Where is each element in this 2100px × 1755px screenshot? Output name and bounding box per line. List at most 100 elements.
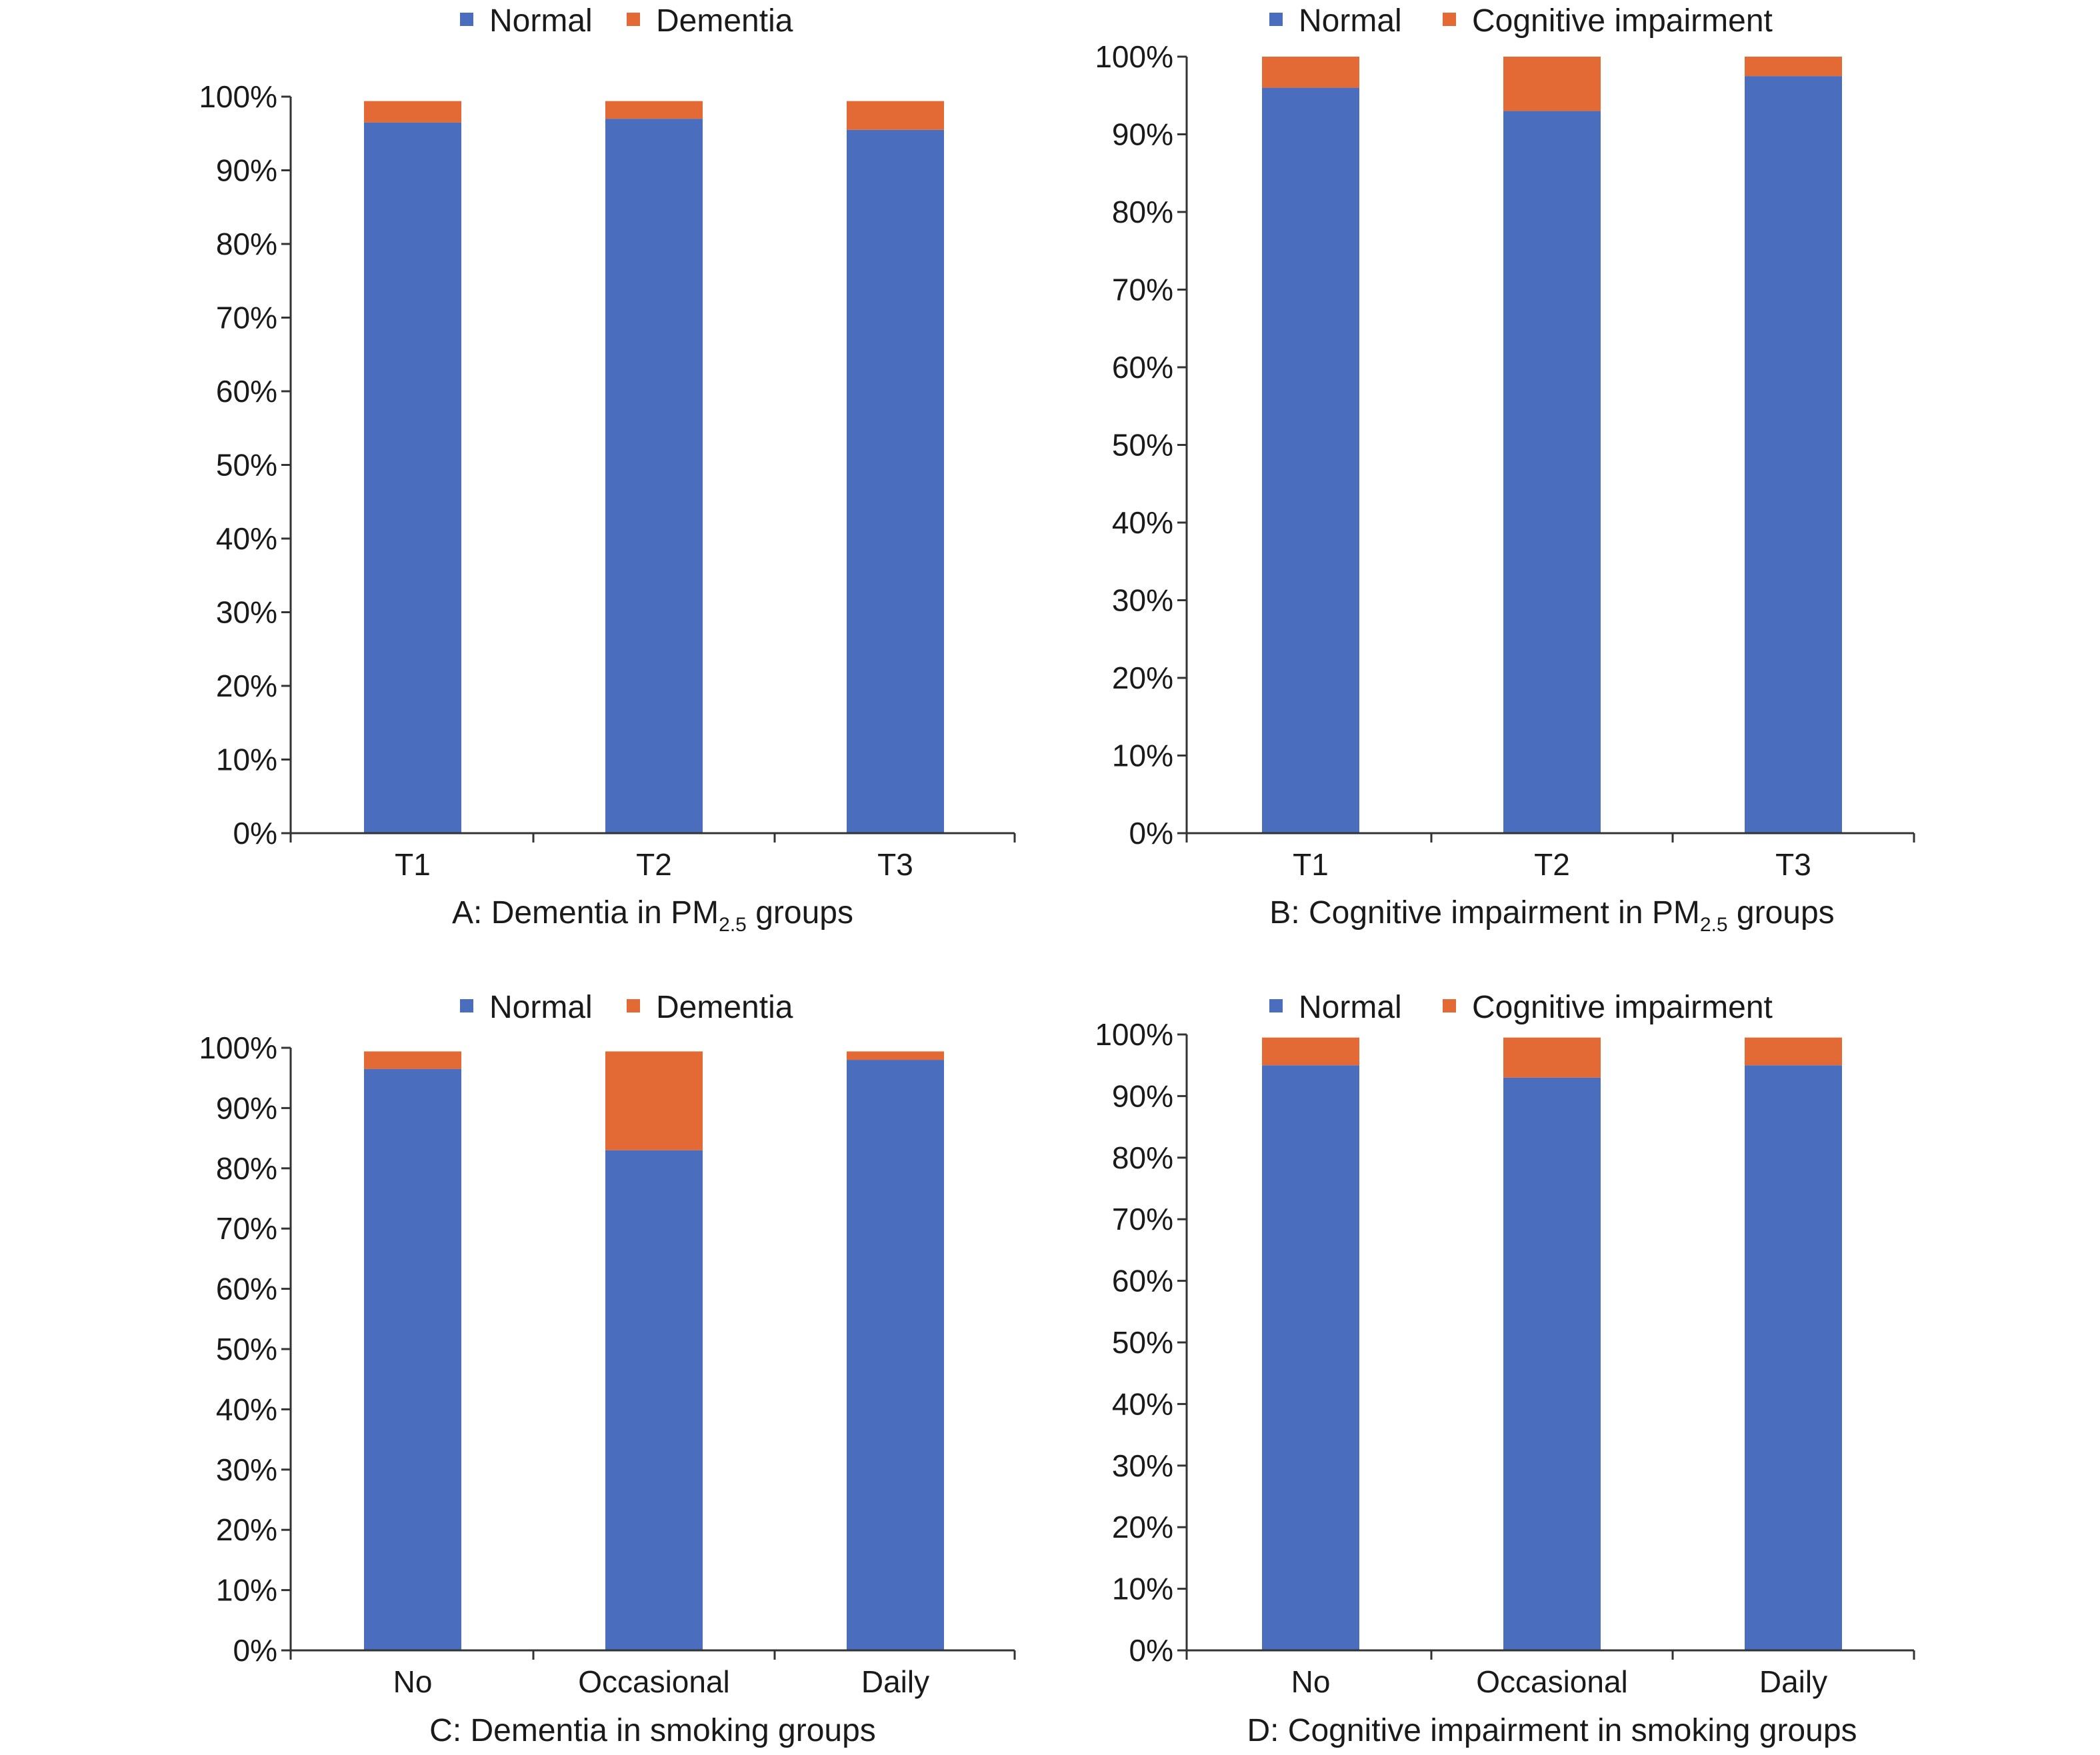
y-tick-label: 60% [1112,350,1173,385]
y-tick-label: 80% [216,227,277,261]
bar-normal-2 [847,1060,944,1650]
y-tick-label: 10% [216,1573,277,1608]
y-tick-label: 20% [216,669,277,703]
x-tick-label: Occasional [1476,1664,1628,1699]
legend-swatch-impaired [1443,999,1456,1012]
bar-impaired-1 [605,1051,703,1150]
legend-swatch-normal [1269,13,1283,26]
x-tick-label: T3 [1775,847,1811,882]
y-tick-label: 0% [1129,816,1173,851]
y-tick-label: 20% [1112,661,1173,695]
bar-impaired-2 [847,1051,944,1060]
x-tick-label: T3 [877,847,913,882]
y-tick-label: 50% [216,1332,277,1366]
bar-impaired-0 [1262,57,1359,88]
bar-impaired-1 [1503,57,1601,111]
legend-label-normal: Normal [1299,990,1402,1025]
x-tick-label: No [1291,1664,1331,1699]
y-tick-label: 70% [216,301,277,335]
x-tick-label: T1 [395,847,431,882]
y-tick-label: 70% [1112,1202,1173,1236]
x-tick-label: T2 [1534,847,1570,882]
y-tick-label: 90% [216,153,277,188]
x-tick-label: Occasional [578,1664,730,1699]
bar-normal-0 [1262,1065,1359,1650]
y-tick-label: 10% [1112,739,1173,773]
y-tick-label: 100% [199,1030,277,1065]
legend-label-normal: Normal [489,3,593,39]
legend-swatch-impaired [627,999,640,1012]
legend-label-impaired: Dementia [656,3,793,39]
x-tick-label: Daily [861,1664,929,1699]
bar-normal-0 [364,122,461,833]
legend-label-impaired: Cognitive impairment [1472,3,1773,39]
y-tick-label: 20% [216,1512,277,1547]
y-tick-label: 100% [1095,39,1173,74]
y-tick-label: 50% [1112,428,1173,463]
y-tick-label: 60% [216,1272,277,1306]
bar-impaired-0 [1262,1037,1359,1066]
y-tick-label: 100% [199,79,277,114]
x-tick-label: Daily [1759,1664,1827,1699]
bar-impaired-2 [847,101,944,130]
legend-label-impaired: Cognitive impairment [1472,990,1773,1025]
y-tick-label: 80% [1112,1140,1173,1175]
legend-label-normal: Normal [489,990,593,1025]
chart-caption: B: Cognitive impairment in PM2.5 groups [1269,895,1834,936]
legend-swatch-normal [460,999,473,1012]
y-tick-label: 60% [1112,1264,1173,1298]
y-tick-label: 70% [1112,273,1173,307]
bar-impaired-2 [1745,57,1842,77]
y-tick-label: 0% [1129,1633,1173,1668]
chart-panel-c: 0% 10% 20% 30% 40% 50% 60% 70% 80% 90% 100% No Occas… [199,990,1016,1748]
y-tick-label: 80% [216,1151,277,1186]
y-tick-label: 0% [233,816,277,851]
y-tick-label: 20% [1112,1510,1173,1544]
y-tick-label: 0% [233,1633,277,1668]
y-tick-label: 90% [1112,1078,1173,1113]
y-tick-label: 10% [216,743,277,777]
y-tick-label: 40% [216,521,277,556]
bar-normal-1 [1503,111,1601,833]
chart-caption: D: Cognitive impairment in smoking group… [1247,1713,1857,1748]
y-tick-label: 40% [1112,1386,1173,1421]
y-tick-label: 100% [1095,1017,1173,1052]
y-tick-label: 70% [216,1211,277,1246]
legend-swatch-impaired [1443,13,1456,26]
x-tick-label: No [393,1664,433,1699]
y-tick-label: 80% [1112,195,1173,229]
bar-normal-1 [605,1150,703,1650]
bar-normal-2 [1745,1065,1842,1650]
y-tick-label: 10% [1112,1572,1173,1606]
y-tick-label: 40% [216,1392,277,1426]
bar-normal-2 [1745,76,1842,833]
legend-label-normal: Normal [1299,3,1402,39]
legend-swatch-impaired [627,13,640,26]
bar-normal-2 [847,129,944,834]
y-tick-label: 60% [216,374,277,409]
bar-impaired-2 [1745,1037,1842,1066]
y-tick-label: 30% [216,595,277,630]
bar-impaired-0 [364,1051,461,1069]
bar-impaired-0 [364,101,461,123]
y-tick-label: 90% [1112,117,1173,152]
y-tick-label: 40% [1112,505,1173,540]
y-tick-label: 50% [1112,1325,1173,1360]
legend-label-impaired: Dementia [656,990,793,1025]
chart-panel-d: 0% 10% 20% 30% 40% 50% 60% 70% 80% 90% 100% No Occas… [1095,990,1915,1748]
y-tick-label: 30% [216,1452,277,1487]
y-tick-label: 90% [216,1090,277,1125]
bar-normal-0 [1262,87,1359,834]
chart-caption: A: Dementia in PM2.5 groups [452,895,853,936]
bar-normal-0 [364,1068,461,1650]
legend-swatch-normal [1269,999,1283,1012]
legend-swatch-normal [460,13,473,26]
bar-impaired-1 [1503,1037,1601,1078]
x-tick-label: T1 [1293,847,1329,882]
y-tick-label: 30% [1112,1448,1173,1483]
bar-impaired-1 [605,101,703,119]
chart-panel-b: 0% 10% 20% 30% 40% 50% 60% 70% 80% 90% 100% T1 T2 T3 N… [1095,3,1915,936]
chart-caption: C: Dementia in smoking groups [429,1713,876,1748]
chart-panel-a: 0% 10% 20% 30% 40% 50% 60% 70% 80% 90% 100% T1 T2 T3 N… [199,3,1016,936]
